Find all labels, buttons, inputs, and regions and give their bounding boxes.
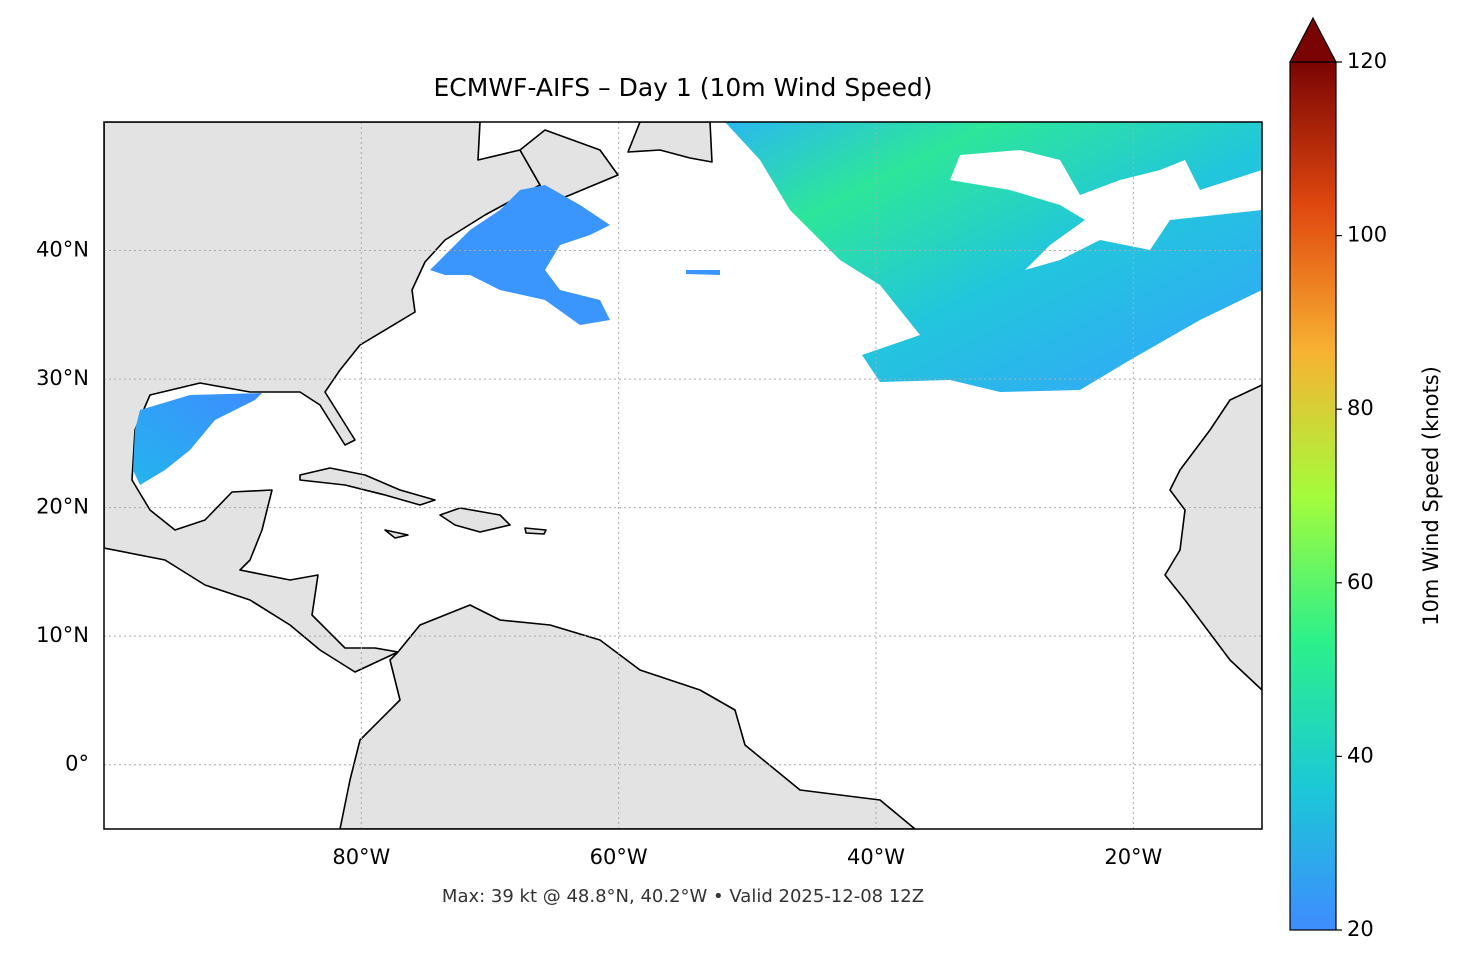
colorbar-tick-label: 80: [1347, 396, 1374, 420]
footer-note: Max: 39 kt @ 48.8°N, 40.2°W • Valid 2025…: [442, 886, 924, 907]
y-tick-label: 40°N: [36, 238, 89, 262]
wind-field: [430, 185, 610, 325]
colorbar-tick-label: 120: [1347, 49, 1387, 73]
x-tick-label: 40°W: [847, 845, 905, 869]
gridlines: [104, 122, 1262, 829]
wind-field: [725, 122, 1262, 392]
colorbar-tick-label: 40: [1347, 743, 1374, 767]
north-america: [104, 122, 541, 673]
newfoundland: [627, 122, 713, 163]
cuba: [299, 467, 436, 506]
map-frame: [103, 121, 1263, 830]
x-tick-label: 60°W: [590, 845, 648, 869]
puerto-rico: [524, 527, 547, 535]
colorbar-tick-label: 20: [1347, 917, 1374, 941]
y-tick-label: 20°N: [36, 495, 89, 519]
colorbar: [1289, 61, 1337, 931]
x-tick-label: 20°W: [1104, 845, 1162, 869]
jamaica: [384, 529, 409, 539]
wind-field: [133, 393, 262, 485]
y-tick-label: 10°N: [36, 623, 89, 647]
y-tick-label: 0°: [65, 752, 89, 776]
south-america: [339, 604, 916, 829]
colorbar-label: 10m Wind Speed (knots): [1419, 366, 1443, 626]
colorbar-extend: [1289, 16, 1337, 63]
chart-title: ECMWF-AIFS – Day 1 (10m Wind Speed): [434, 73, 933, 102]
map: [104, 122, 1262, 829]
wind-field: [686, 270, 720, 275]
y-tick-label: 30°N: [36, 366, 89, 390]
africa: [1164, 384, 1262, 691]
x-tick-label: 80°W: [332, 845, 390, 869]
colorbar-tick-label: 100: [1347, 223, 1387, 247]
colorbar-tick-label: 60: [1347, 570, 1374, 594]
